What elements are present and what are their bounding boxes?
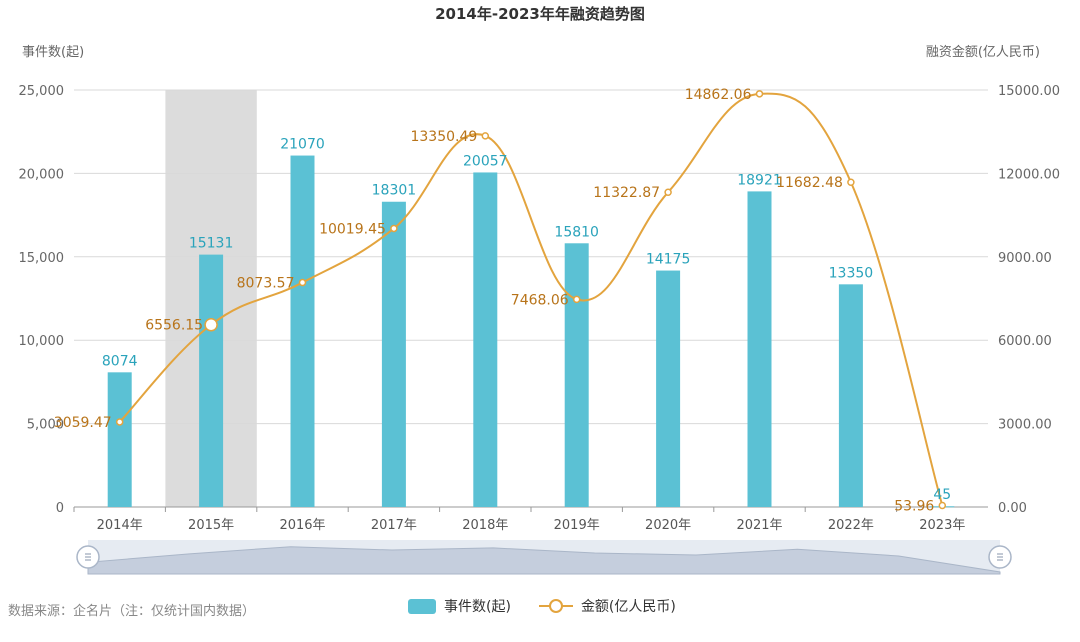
x-tick-label: 2018年 — [462, 518, 508, 533]
line-value-label: 7468.06 — [511, 292, 569, 308]
line-point — [390, 224, 398, 233]
y-tick-right: 12000.00 — [998, 167, 1060, 182]
chart-svg: 2014年-2023年年融资趋势图 事件数(起) 融资金额(亿人民币) 0 0.0… — [19, 5, 1060, 575]
line-point — [572, 295, 581, 304]
x-tick-label: 2017年 — [371, 518, 417, 533]
legend-label-amount: 金额(亿人民币) — [580, 599, 676, 615]
bar — [199, 254, 224, 507]
line-value-label: 11682.48 — [776, 175, 843, 191]
line-series-amount — [118, 92, 944, 506]
bar — [473, 172, 498, 508]
line-point — [204, 317, 218, 332]
bar-value-label: 18921 — [737, 172, 782, 188]
legend-label-events: 事件数(起) — [444, 599, 511, 615]
line-value-label: 8073.57 — [237, 276, 295, 292]
y-tick-left: 0 — [56, 501, 64, 516]
line-value-label: 53.96 — [894, 498, 934, 514]
line-value-label: 10019.45 — [319, 221, 386, 237]
y-tick-right: 3000.00 — [998, 418, 1052, 433]
bar — [656, 270, 681, 507]
y-tick-right: 0.00 — [998, 501, 1027, 516]
x-tick-label: 2019年 — [554, 518, 600, 533]
bar-value-label: 13350 — [829, 265, 874, 281]
bar — [838, 284, 863, 507]
x-tick-label: 2023年 — [919, 518, 965, 533]
line-value-label: 13350.49 — [410, 129, 477, 145]
bar-value-label: 20057 — [463, 153, 508, 169]
bar-value-label: 15810 — [554, 224, 599, 240]
bar-value-label: 8074 — [102, 353, 138, 369]
x-tick-label: 2020年 — [645, 518, 691, 533]
y-tick-left: 20,000 — [19, 167, 65, 182]
line-point — [938, 501, 947, 510]
bar — [381, 201, 406, 507]
x-tick-label: 2022年 — [828, 518, 874, 533]
x-tick-label: 2014年 — [97, 518, 143, 533]
y-tick-right: 6000.00 — [998, 334, 1052, 349]
y-tick-left: 10,000 — [19, 334, 65, 349]
x-tick-label: 2016年 — [279, 518, 325, 533]
x-tick-label: 2021年 — [736, 518, 782, 533]
zoom-slider-preview — [87, 546, 1001, 575]
bar-value-label: 18301 — [372, 183, 417, 199]
y-tick-left: 25,000 — [19, 84, 65, 99]
y-tick-left: 15,000 — [19, 251, 65, 266]
line-value-label: 3059.47 — [54, 415, 112, 431]
y-tick-left: 5,000 — [27, 418, 64, 433]
line-point — [481, 132, 490, 140]
bar-value-label: 15131 — [189, 236, 234, 252]
bar-value-label: 14175 — [646, 252, 691, 268]
y-tick-right: 15000.00 — [998, 84, 1060, 99]
bar — [564, 243, 589, 508]
bar — [107, 372, 132, 507]
legend-line-swatch — [538, 599, 573, 613]
line-point — [847, 178, 855, 186]
bar-value-label: 45 — [933, 487, 951, 503]
legend: 事件数(起) 金额(亿人民币) — [408, 596, 676, 616]
y-tick-right: 9000.00 — [998, 251, 1052, 266]
bar — [747, 191, 772, 508]
line-point — [115, 418, 124, 426]
legend-bar-swatch — [408, 598, 436, 614]
x-tick-label: 2015年 — [188, 518, 234, 533]
line-value-label: 6556.15 — [145, 318, 203, 334]
line-value-label: 11322.87 — [593, 185, 660, 201]
bar-value-label: 21070 — [280, 137, 325, 153]
legend-item-amount[interactable]: 金额(亿人民币) — [538, 596, 676, 616]
data-source-note: 数据来源：企名片（注：仅统计国内数据） — [8, 604, 256, 619]
line-point — [755, 90, 764, 98]
bar — [290, 155, 315, 507]
chart-title: 2014年-2023年年融资趋势图 — [435, 5, 645, 23]
line-value-label: 14862.06 — [685, 87, 752, 103]
line-point — [298, 278, 307, 287]
y-axis-right-label: 融资金额(亿人民币) — [926, 44, 1040, 60]
legend-item-events[interactable]: 事件数(起) — [408, 596, 511, 616]
y-axis-left-label: 事件数(起) — [22, 45, 84, 60]
line-point — [664, 188, 672, 196]
